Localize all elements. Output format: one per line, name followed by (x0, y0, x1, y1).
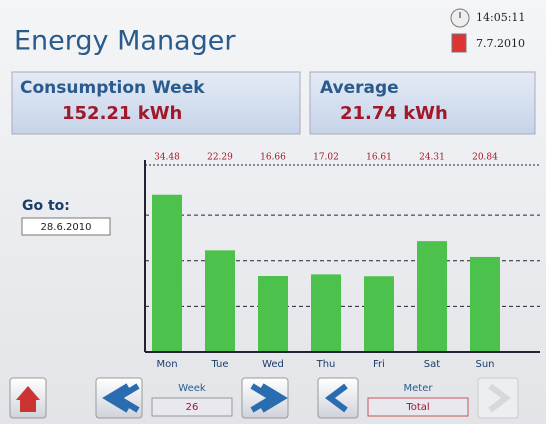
double-left-icon (102, 383, 140, 413)
bar (470, 256, 500, 352)
value-label: 24.31 (419, 153, 445, 163)
goto-date: 28.6.2010 (41, 222, 92, 233)
value-label: 22.29 (207, 153, 233, 163)
consumption-label: Consumption Week (20, 78, 205, 98)
time: 14:05:11 (476, 11, 525, 24)
x-tick-label: Sun (475, 359, 494, 370)
meter-next-button[interactable] (477, 377, 519, 419)
goto-input[interactable] (21, 217, 111, 236)
average-box (309, 71, 536, 135)
right-icon (488, 383, 511, 413)
bar (258, 276, 288, 352)
consumption-box (11, 71, 301, 135)
meter-value: Total (405, 402, 429, 413)
meter-box (367, 397, 469, 417)
x-tick-label: Thu (316, 359, 336, 370)
left-icon (325, 383, 348, 413)
x-tick-label: Mon (156, 359, 177, 370)
consumption-value: 152.21 kWh (62, 103, 182, 124)
bar (152, 194, 182, 352)
goto-label: Go to: (22, 198, 70, 214)
week-label: Week (178, 383, 206, 394)
app-title: Energy Manager (14, 26, 236, 57)
value-label: 16.66 (260, 153, 286, 163)
meter-label: Meter (404, 383, 434, 394)
x-tick-label: Wed (262, 359, 284, 370)
x-tick-label: Fri (373, 359, 385, 370)
week-box (151, 397, 233, 417)
bar (417, 241, 447, 352)
value-label: 17.02 (313, 153, 339, 163)
value-label: 16.61 (366, 153, 392, 163)
bar (311, 274, 341, 352)
value-label: 34.48 (154, 153, 180, 163)
week-value: 26 (186, 402, 199, 413)
bar (364, 276, 394, 352)
bar (205, 250, 235, 352)
home-icon (16, 386, 40, 412)
chart: 34.48 Mon 22.29 Tue 16.66 Wed 17.02 Thu 16.61 Fri… (144, 153, 540, 370)
double-right-icon (250, 383, 288, 413)
average-label: Average (320, 78, 399, 98)
calendar-icon (451, 33, 467, 53)
value-label: 20.84 (472, 153, 498, 163)
date: 7.7.2010 (476, 37, 525, 50)
x-tick-label: Tue (210, 359, 228, 370)
meter-prev-button[interactable] (317, 377, 359, 419)
x-tick-label: Sat (424, 359, 440, 370)
average-value: 21.74 kWh (340, 103, 448, 124)
